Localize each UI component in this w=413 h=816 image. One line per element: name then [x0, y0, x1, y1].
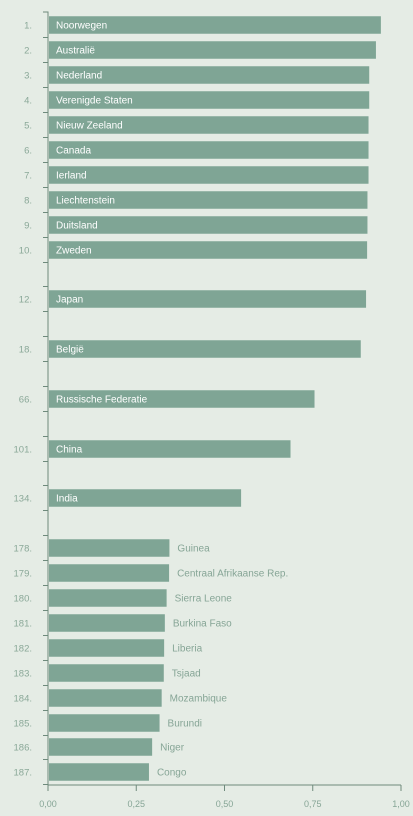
bar-country-label: Nieuw Zeeland: [56, 121, 123, 132]
bar-country-label: Liberia: [172, 644, 202, 655]
bar: [49, 390, 315, 408]
bar: [49, 714, 160, 732]
bar-rank-label: 184.: [14, 694, 33, 705]
bar: [49, 16, 381, 34]
bar-country-label: Australië: [56, 46, 95, 57]
bar: [49, 66, 370, 84]
bar-country-label: België: [56, 345, 84, 356]
bar: [49, 614, 165, 632]
bar: [49, 290, 367, 308]
bar-country-label: Zweden: [56, 246, 92, 257]
bar-country-label: Nederland: [56, 71, 102, 82]
bar: [49, 589, 167, 607]
bar-rank-label: 187.: [14, 768, 33, 779]
bar-rank-label: 7.: [24, 171, 32, 182]
bar-rank-label: 183.: [14, 669, 33, 680]
bar-country-label: Duitsland: [56, 221, 98, 232]
bar-rank-label: 66.: [19, 395, 32, 406]
bar-rank-label: 18.: [19, 345, 32, 356]
bar: [49, 91, 370, 109]
bar-country-label: India: [56, 494, 78, 505]
bar: [49, 489, 242, 507]
x-tick-label: 1,00: [392, 799, 410, 809]
bar-rank-label: 6.: [24, 146, 32, 157]
bar-rank-label: 178.: [14, 544, 33, 555]
x-tick-label: 0,75: [304, 799, 322, 809]
bar-rank-label: 179.: [14, 569, 33, 580]
bar: [49, 738, 153, 756]
bar-country-label: Centraal Afrikaanse Rep.: [177, 569, 288, 580]
bar: [49, 191, 368, 209]
bar-rank-label: 134.: [14, 494, 33, 505]
bar: [49, 141, 369, 159]
bar-rank-label: 12.: [19, 295, 32, 306]
bar-rank-label: 3.: [24, 71, 32, 82]
bar-country-label: Liechtenstein: [56, 196, 115, 207]
bar-rank-label: 5.: [24, 121, 32, 132]
bar-rank-label: 186.: [14, 743, 33, 754]
x-tick-label: 0,50: [216, 799, 234, 809]
bar-rank-label: 182.: [14, 644, 33, 655]
bar-country-label: Burundi: [168, 719, 202, 730]
bar: [49, 340, 361, 358]
bar-country-label: Burkina Faso: [173, 619, 232, 630]
bar: [49, 116, 369, 134]
bar-country-label: Ierland: [56, 171, 87, 182]
bar-rank-label: 1.: [24, 21, 32, 32]
bar: [49, 41, 376, 59]
bar: [49, 639, 165, 657]
bar-country-label: Sierra Leone: [175, 594, 233, 605]
bar-country-label: Guinea: [177, 544, 210, 555]
bar-rank-label: 4.: [24, 96, 32, 107]
bar-country-label: Verenigde Staten: [56, 96, 133, 107]
x-tick-label: 0,25: [127, 799, 145, 809]
bar-rank-label: 185.: [14, 719, 33, 730]
bar-rank-label: 9.: [24, 221, 32, 232]
bar-country-label: Russische Federatie: [56, 395, 148, 406]
bar-rank-label: 10.: [19, 246, 32, 257]
bar: [49, 763, 149, 781]
bar-country-label: Canada: [56, 146, 91, 157]
bar-country-label: Mozambique: [170, 694, 228, 705]
bar: [49, 689, 162, 707]
bar-country-label: Noorwegen: [56, 21, 107, 32]
bar: [49, 564, 170, 582]
bars-layer: 1. Noorwegen 2. Australië 3. Nederland 4. Veren…: [14, 16, 381, 781]
bar: [49, 440, 291, 458]
x-axis-ticks: 0,00 0,25 0,50 0,75 1,00: [39, 785, 410, 809]
axis-layer: [43, 11, 401, 786]
x-tick-label: 0,00: [39, 799, 57, 809]
bar-rank-label: 2.: [24, 46, 32, 57]
bar-rank-label: 181.: [14, 619, 33, 630]
bar-rank-label: 180.: [14, 594, 33, 605]
bar: [49, 664, 164, 682]
bar-country-label: Japan: [56, 295, 83, 306]
bar: [49, 241, 368, 259]
bar-country-label: Tsjaad: [172, 669, 201, 680]
bar: [49, 166, 369, 184]
bar-rank-label: 101.: [14, 445, 33, 456]
bar-country-label: China: [56, 445, 83, 456]
bar: [49, 216, 368, 234]
bar: [49, 539, 170, 557]
bar-country-label: Niger: [160, 743, 185, 754]
bar-rank-label: 8.: [24, 196, 32, 207]
bar-country-label: Congo: [157, 768, 187, 779]
